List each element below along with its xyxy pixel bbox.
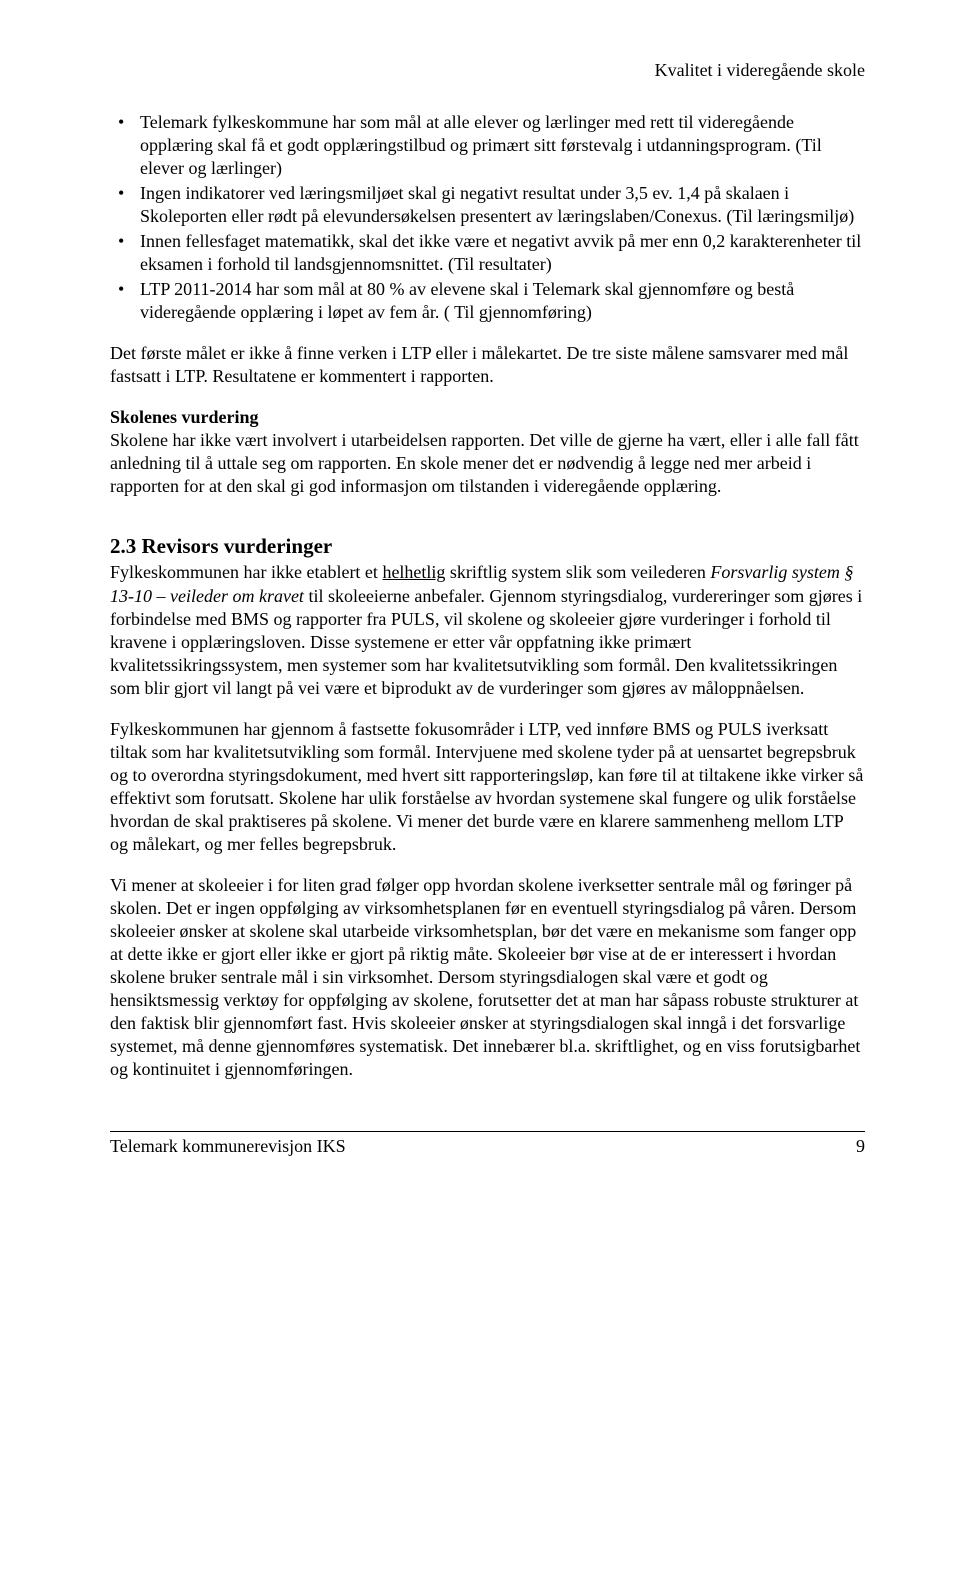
page-footer: Telemark kommunerevisjon IKS 9	[110, 1131, 865, 1157]
body-paragraph: Det første målet er ikke å finne verken …	[110, 342, 865, 388]
body-text: Skolene har ikke vært involvert i utarbe…	[110, 430, 859, 496]
subsection-skolenes: Skolenes vurdering Skolene har ikke vært…	[110, 406, 865, 498]
list-item: Telemark fylkeskommune har som mål at al…	[110, 111, 865, 180]
subsection-heading: Skolenes vurdering	[110, 407, 259, 427]
body-paragraph: Vi mener at skoleeier i for liten grad f…	[110, 874, 865, 1081]
bullet-list: Telemark fylkeskommune har som mål at al…	[110, 111, 865, 324]
body-text: Fylkeskommunen har ikke etablert et	[110, 562, 382, 582]
document-page: Kvalitet i videregående skole Telemark f…	[0, 0, 960, 1217]
body-paragraph: Fylkeskommunen har gjennom å fastsette f…	[110, 718, 865, 856]
list-item: LTP 2011-2014 har som mål at 80 % av ele…	[110, 278, 865, 324]
underlined-text: helhetlig	[382, 562, 445, 582]
document-title: Kvalitet i videregående skole	[655, 60, 865, 80]
section-heading: 2.3 Revisors vurderinger	[110, 534, 865, 559]
list-item: Innen fellesfaget matematikk, skal det i…	[110, 230, 865, 276]
footer-left: Telemark kommunerevisjon IKS	[110, 1136, 346, 1157]
body-text: skriftlig system slik som veilederen	[445, 562, 710, 582]
body-paragraph: Fylkeskommunen har ikke etablert et helh…	[110, 561, 865, 699]
page-number: 9	[856, 1136, 865, 1157]
running-header: Kvalitet i videregående skole	[110, 60, 865, 81]
list-item: Ingen indikatorer ved læringsmiljøet ska…	[110, 182, 865, 228]
